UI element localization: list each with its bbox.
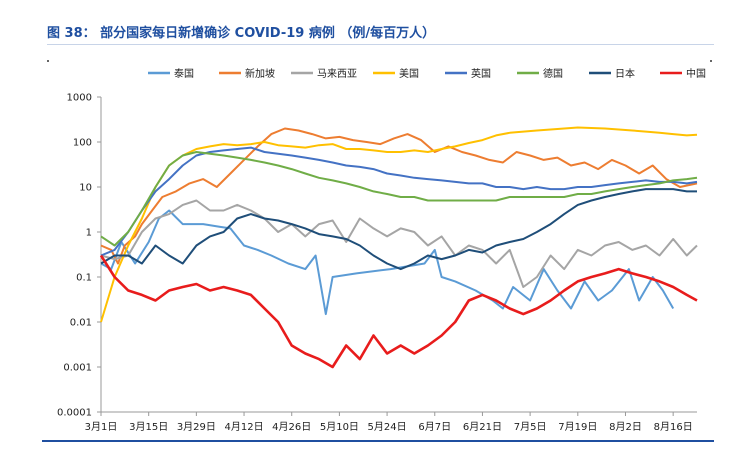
y-tick-label: 100: [73, 138, 92, 149]
series-line-8: [99, 254, 698, 369]
series-line-2: [100, 127, 698, 265]
legend-label: 马来西亚: [317, 68, 357, 80]
y-tick-label: 10: [79, 183, 92, 194]
x-tick-label: 4月12日: [224, 421, 263, 433]
legend-label: 美国: [399, 67, 419, 80]
y-tick-label: 0.01: [70, 318, 92, 329]
legend-label: 日本: [615, 67, 635, 80]
x-tick-label: 6月7日: [418, 421, 451, 433]
series-line-4: [100, 126, 698, 323]
x-tick-label: 5月10日: [320, 421, 359, 433]
legend-label: 新加坡: [245, 67, 275, 80]
y-tick-label: 0.001: [63, 363, 92, 374]
footer-divider: [42, 440, 714, 442]
y-tick-label: 1000: [67, 93, 92, 104]
chart-title: 图 38： 部分国家每日新增确诊 COVID-19 病例 （例/每百万人）: [47, 26, 436, 41]
x-tick-label: 7月19日: [558, 421, 597, 433]
legend-label: 泰国: [174, 67, 194, 80]
legend-label: 德国: [543, 67, 563, 80]
x-tick-label: 3月29日: [177, 421, 216, 433]
x-tick-label: 3月15日: [129, 421, 168, 433]
title-divider: [47, 44, 714, 45]
y-tick-label: 0.0001: [57, 408, 92, 419]
x-tick-label: 6月21日: [463, 421, 502, 433]
x-tick-label: 3月1日: [85, 421, 118, 433]
x-tick-label: 8月16日: [654, 421, 693, 433]
legend-label: 英国: [471, 67, 491, 80]
corner-mark: [47, 60, 49, 62]
series-line-5: [100, 146, 698, 257]
corner-mark: [710, 60, 712, 62]
y-tick-label: 0.1: [76, 273, 92, 284]
series-line-1: [100, 209, 675, 316]
legend-label: 中国: [686, 67, 706, 80]
x-tick-label: 8月2日: [609, 421, 642, 433]
x-tick-label: 7月5日: [514, 421, 547, 433]
x-tick-label: 4月26日: [272, 421, 311, 433]
series-line-3: [100, 199, 698, 288]
series-line-6: [100, 151, 698, 247]
x-tick-label: 5月24日: [368, 421, 407, 433]
series-line-7: [100, 188, 697, 271]
y-tick-label: 1: [86, 228, 92, 239]
